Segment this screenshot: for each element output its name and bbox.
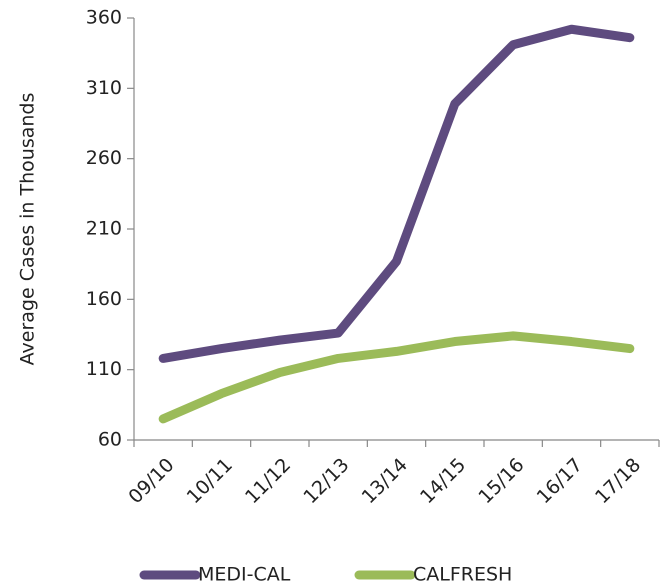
legend-label: CALFRESH xyxy=(413,564,512,586)
x-tick-label: 11/12 xyxy=(241,454,295,508)
x-tick-label: 14/15 xyxy=(416,454,470,508)
series-line xyxy=(158,331,635,424)
x-tick-label: 15/16 xyxy=(474,454,528,508)
legend-label: MEDI-CAL xyxy=(198,564,291,586)
y-tick-label: 60 xyxy=(98,429,122,451)
y-axis-label: Average Cases in Thousands xyxy=(17,93,39,366)
y-tick-label: 360 xyxy=(86,7,122,29)
series-line xyxy=(158,24,635,363)
x-tick-label: 13/14 xyxy=(358,454,412,508)
x-tick-label: 12/13 xyxy=(299,454,353,508)
y-tick-label: 160 xyxy=(86,288,122,310)
x-tick-label: 09/10 xyxy=(124,454,178,508)
y-tick-label: 210 xyxy=(86,218,122,240)
y-tick-label: 260 xyxy=(86,147,122,169)
x-tick-label: 10/11 xyxy=(183,454,237,508)
y-tick-label: 110 xyxy=(86,358,122,380)
x-tick-label: 16/17 xyxy=(533,454,587,508)
y-tick-label: 310 xyxy=(86,77,122,99)
x-tick-label: 17/18 xyxy=(591,454,645,508)
